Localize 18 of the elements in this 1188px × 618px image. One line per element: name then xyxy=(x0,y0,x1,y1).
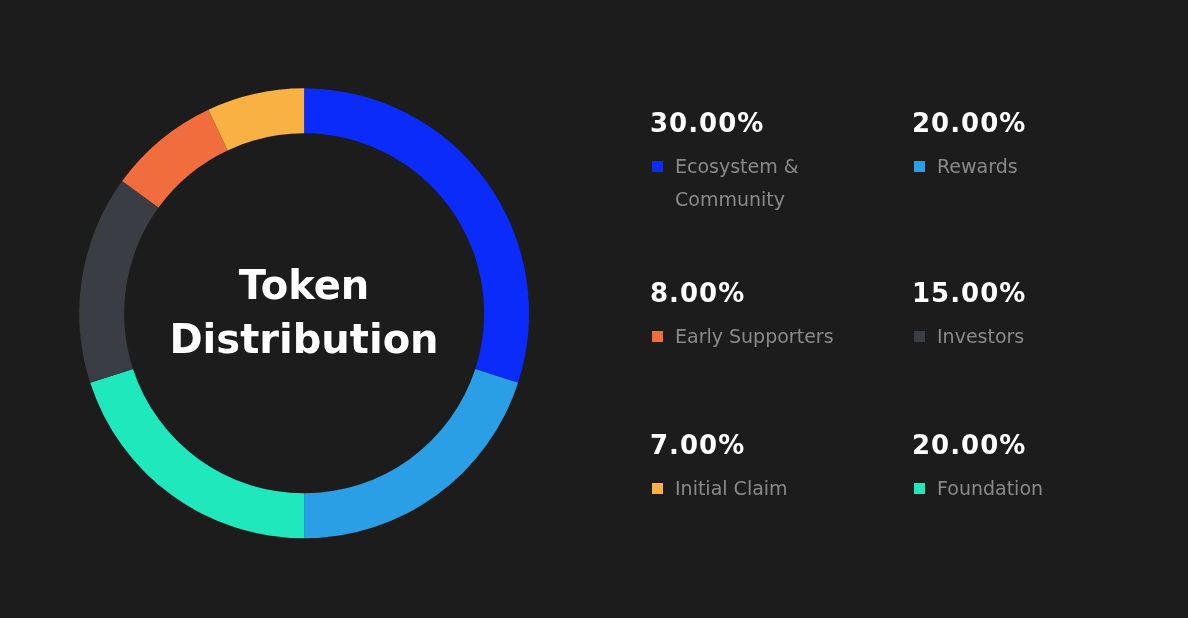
legend-label: Ecosystem & Community xyxy=(675,154,800,212)
data-label: 7.00% xyxy=(650,430,747,460)
legend-label: Initial Claim xyxy=(675,476,789,501)
donut-slice xyxy=(79,181,159,383)
data-label: 20.00% xyxy=(912,430,1028,460)
legend-label: Investors xyxy=(937,324,1026,349)
data-label: 8.00% xyxy=(650,278,747,308)
data-label: 30.00% xyxy=(650,108,766,138)
data-label: 15.00% xyxy=(912,278,1028,308)
donut-slice xyxy=(304,368,519,539)
text: Token Distribution xyxy=(168,261,440,364)
data-label: 20.00% xyxy=(912,108,1028,138)
legend-label: Early Supporters xyxy=(675,324,835,349)
donut-slice xyxy=(122,109,228,208)
legend-label: Rewards xyxy=(937,154,1019,179)
legend-label: Foundation xyxy=(937,476,1045,501)
donut-slice xyxy=(90,368,305,539)
donut-slice xyxy=(208,88,305,151)
